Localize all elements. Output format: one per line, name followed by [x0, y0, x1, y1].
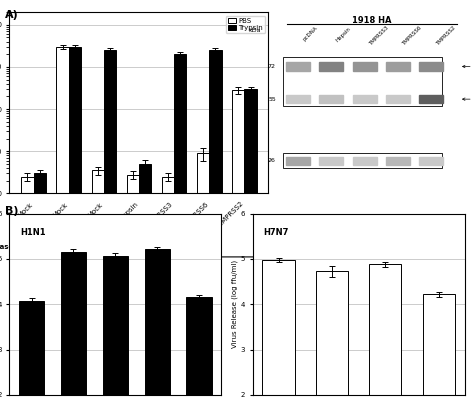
- Text: 55: 55: [268, 97, 276, 102]
- Text: TMPRSS2: TMPRSS2: [435, 26, 456, 47]
- Bar: [104, 50, 116, 403]
- Bar: [19, 301, 44, 403]
- Bar: [21, 177, 34, 403]
- Text: pcDNA: pcDNA: [302, 26, 319, 42]
- Bar: [369, 264, 401, 403]
- Bar: [386, 95, 410, 103]
- Bar: [386, 62, 410, 71]
- Bar: [316, 271, 348, 403]
- Bar: [419, 95, 443, 103]
- Bar: [319, 95, 343, 103]
- Bar: [127, 174, 139, 403]
- Bar: [245, 89, 257, 403]
- Bar: [283, 58, 442, 106]
- Bar: [91, 170, 104, 403]
- Y-axis label: Virus Release (log ffu/ml): Virus Release (log ffu/ml): [231, 260, 238, 348]
- Bar: [69, 47, 81, 403]
- Bar: [186, 297, 211, 403]
- Bar: [263, 260, 294, 403]
- Bar: [283, 153, 442, 168]
- Bar: [319, 157, 343, 165]
- Text: 72: 72: [268, 64, 276, 69]
- Bar: [103, 256, 128, 403]
- Bar: [319, 62, 343, 71]
- Text: TMPRSS6: TMPRSS6: [401, 26, 423, 47]
- Bar: [286, 157, 310, 165]
- Bar: [353, 95, 377, 103]
- Bar: [232, 90, 245, 403]
- Bar: [386, 157, 410, 165]
- Bar: [423, 294, 455, 403]
- Bar: [286, 62, 310, 71]
- Text: TMPRSS3: TMPRSS3: [368, 26, 390, 47]
- Text: H1N1: H1N1: [20, 228, 46, 237]
- Bar: [286, 95, 310, 103]
- Text: Mock: Mock: [25, 262, 42, 267]
- Text: A): A): [5, 10, 18, 20]
- Text: HA₀: HA₀: [463, 64, 474, 69]
- Text: B): B): [5, 206, 18, 216]
- Bar: [419, 157, 443, 165]
- Text: kDa: kDa: [248, 28, 261, 33]
- Bar: [139, 164, 151, 403]
- Bar: [197, 153, 209, 403]
- Bar: [145, 249, 170, 403]
- Text: 26: 26: [268, 158, 276, 163]
- Bar: [353, 157, 377, 165]
- Text: Hepsin: Hepsin: [335, 26, 352, 43]
- Legend: PBS, Trypsin: PBS, Trypsin: [226, 16, 265, 33]
- Text: 1918 HA: 1918 HA: [352, 16, 392, 25]
- Bar: [174, 54, 186, 403]
- Bar: [34, 173, 46, 403]
- Text: Protease:: Protease:: [0, 244, 17, 250]
- Text: 1918 HA: 1918 HA: [161, 262, 187, 267]
- Text: VSV-G: VSV-G: [59, 262, 78, 267]
- Bar: [209, 50, 221, 403]
- Bar: [353, 62, 377, 71]
- Bar: [61, 252, 86, 403]
- Text: H7N7: H7N7: [264, 228, 289, 237]
- Bar: [162, 177, 174, 403]
- Bar: [56, 47, 69, 403]
- Bar: [419, 62, 443, 71]
- Text: HA: HA: [463, 97, 474, 102]
